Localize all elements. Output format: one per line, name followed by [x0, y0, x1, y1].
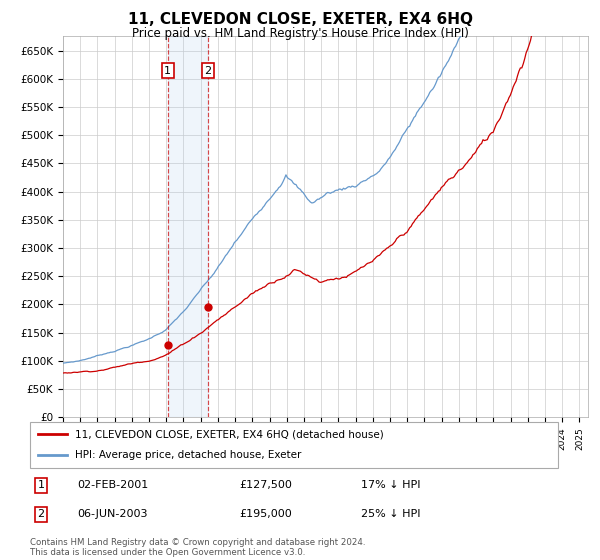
Text: HPI: Average price, detached house, Exeter: HPI: Average price, detached house, Exet… [75, 450, 301, 460]
FancyBboxPatch shape [30, 422, 558, 468]
Text: £195,000: £195,000 [240, 509, 293, 519]
Text: 17% ↓ HPI: 17% ↓ HPI [361, 480, 421, 491]
Text: Price paid vs. HM Land Registry's House Price Index (HPI): Price paid vs. HM Land Registry's House … [131, 27, 469, 40]
Text: Contains HM Land Registry data © Crown copyright and database right 2024.
This d: Contains HM Land Registry data © Crown c… [30, 538, 365, 557]
Text: 2: 2 [37, 509, 44, 519]
Text: 2: 2 [205, 66, 212, 76]
Text: 02-FEB-2001: 02-FEB-2001 [77, 480, 148, 491]
Text: 11, CLEVEDON CLOSE, EXETER, EX4 6HQ (detached house): 11, CLEVEDON CLOSE, EXETER, EX4 6HQ (det… [75, 429, 383, 439]
Text: 11, CLEVEDON CLOSE, EXETER, EX4 6HQ: 11, CLEVEDON CLOSE, EXETER, EX4 6HQ [128, 12, 473, 27]
Text: £127,500: £127,500 [240, 480, 293, 491]
Text: 25% ↓ HPI: 25% ↓ HPI [361, 509, 421, 519]
Text: 1: 1 [164, 66, 172, 76]
Bar [168, 36, 208, 417]
Text: 06-JUN-2003: 06-JUN-2003 [77, 509, 148, 519]
Text: 1: 1 [38, 480, 44, 491]
